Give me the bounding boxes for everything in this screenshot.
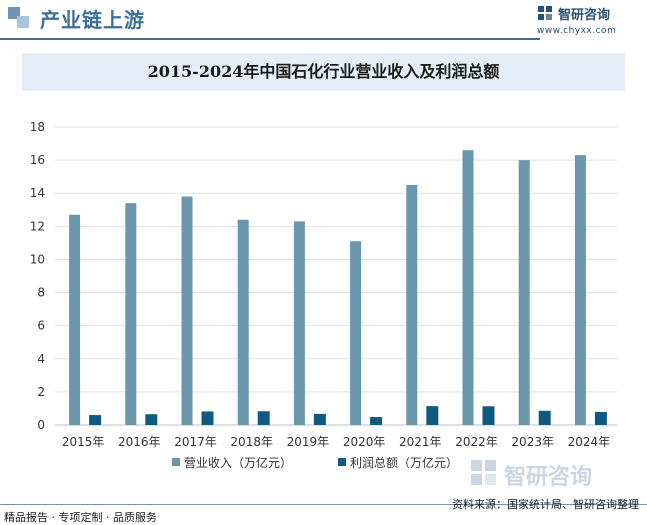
page-header: 产业链上游 智研咨询 www.chyxx.com — [0, 0, 647, 44]
y-tick-label: 18 — [30, 120, 45, 134]
chart-title-band: 2015-2024年中国石化行业营业收入及利润总额 — [22, 53, 625, 91]
brand-url: www.chyxx.com — [537, 26, 617, 36]
header-divider — [0, 38, 540, 40]
chart-title: 2015-2024年中国石化行业营业收入及利润总额 — [147, 62, 500, 81]
legend-label: 利润总额（万亿元） — [350, 455, 458, 470]
profit-bar — [89, 415, 102, 425]
footer-divider — [0, 504, 647, 505]
y-tick-label: 16 — [30, 153, 45, 167]
y-tick-label: 2 — [37, 385, 45, 399]
y-tick-label: 6 — [37, 319, 45, 333]
section-title: 产业链上游 — [40, 8, 145, 32]
footer-tagline: 精品报告 · 专项定制 · 品质服务 — [4, 511, 157, 524]
profit-bar — [313, 413, 326, 425]
brand-logo-icon — [538, 6, 552, 20]
profit-bar — [145, 414, 158, 425]
revenue-bar — [350, 241, 362, 425]
x-tick-label: 2024年 — [568, 435, 611, 449]
x-tick-label: 2019年 — [287, 435, 330, 449]
revenue-bar — [237, 219, 249, 425]
revenue-bar — [69, 214, 81, 425]
profit-bar — [538, 410, 551, 425]
x-tick-label: 2021年 — [399, 435, 442, 449]
y-tick-label: 4 — [37, 352, 45, 366]
x-tick-label: 2017年 — [174, 435, 217, 449]
header-square-icon — [8, 7, 38, 29]
brand-name: 智研咨询 — [558, 8, 611, 23]
bar-chart: 0 2 4 6 8 10 12 14 16 18 2015年 2016年 2017年 2018年 2019年… — [30, 120, 617, 470]
watermark-logo: 智研咨询 — [470, 459, 640, 490]
revenue-bar — [406, 184, 418, 425]
revenue-bar — [518, 160, 530, 425]
revenue-bar — [574, 155, 586, 425]
legend-swatch — [172, 458, 180, 466]
x-tick-label: 2020年 — [343, 435, 386, 449]
data-source: 资料来源：国家统计局、智研咨询整理 — [452, 498, 639, 511]
y-tick-label: 12 — [30, 219, 45, 233]
legend-label: 营业收入（万亿元） — [184, 455, 292, 470]
y-tick-label: 10 — [30, 252, 45, 266]
legend-swatch — [338, 458, 346, 466]
revenue-bar — [293, 221, 305, 425]
revenue-bar — [462, 150, 474, 425]
watermark-text: 智研咨询 — [504, 465, 593, 490]
brand: 智研咨询 www.chyxx.com — [537, 4, 637, 38]
y-tick-label: 0 — [37, 418, 45, 432]
page-footer: 精品报告 · 专项定制 · 品质服务 资料来源：国家统计局、智研咨询整理 — [0, 496, 647, 525]
profit-bar — [257, 411, 270, 425]
profit-bar — [594, 411, 607, 425]
x-tick-label: 2023年 — [511, 435, 554, 449]
profit-bar — [370, 417, 383, 425]
watermark-logo-icon — [471, 460, 496, 485]
profit-bar — [482, 406, 495, 425]
revenue-bar — [181, 196, 193, 425]
revenue-bar — [125, 203, 137, 425]
x-tick-label: 2015年 — [62, 435, 105, 449]
profit-bar — [201, 411, 214, 425]
x-tick-label: 2018年 — [230, 435, 273, 449]
x-tick-label: 2022年 — [455, 435, 498, 449]
profit-bar — [426, 406, 439, 425]
y-tick-label: 14 — [30, 186, 45, 200]
y-tick-label: 8 — [37, 286, 45, 300]
x-tick-label: 2016年 — [118, 435, 161, 449]
